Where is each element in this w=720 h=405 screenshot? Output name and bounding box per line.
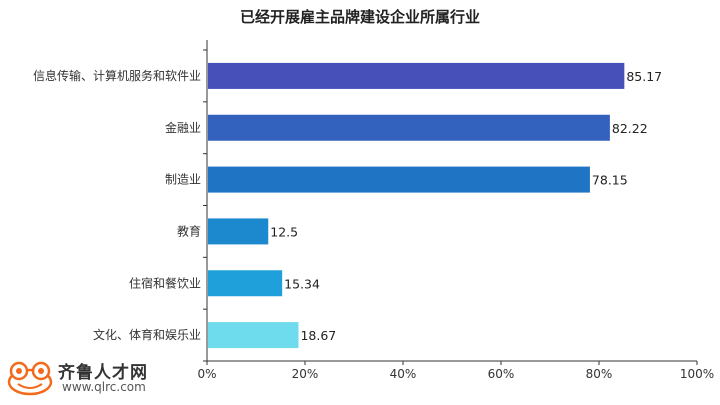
data-label: 78.15	[592, 173, 628, 188]
x-tick-label: 0%	[197, 367, 216, 381]
y-tick-label: 教育	[177, 223, 201, 238]
bar	[208, 114, 610, 141]
x-tick-label: 80%	[586, 367, 613, 381]
watermark-brand: 齐鲁人才网	[58, 363, 148, 383]
x-tick-label: 100%	[680, 367, 714, 381]
data-label: 85.17	[626, 69, 662, 84]
y-tick-label: 住宿和餐饮业	[129, 275, 201, 290]
y-tick-label: 金融业	[165, 120, 201, 135]
data-label: 15.34	[284, 276, 320, 291]
y-tick-label: 制造业	[165, 173, 201, 187]
x-tick-label: 40%	[390, 367, 417, 381]
bar	[208, 62, 625, 89]
x-tick-label: 60%	[488, 367, 515, 381]
y-tick-label: 文化、体育和娱乐业	[93, 327, 201, 342]
frog-logo-icon	[7, 361, 53, 396]
bar	[208, 166, 590, 193]
qlrc-logo: 齐鲁人才网 www.qlrc.com	[6, 358, 176, 398]
x-tick-label: 20%	[292, 367, 319, 381]
bar	[208, 270, 283, 297]
bar	[208, 218, 269, 245]
data-label: 12.5	[270, 224, 298, 239]
chart-title: 已经开展雇主品牌建设企业所属行业	[239, 8, 480, 26]
bar	[208, 322, 299, 349]
y-tick-label: 信息传输、计算机服务和软件业	[33, 68, 201, 83]
data-label: 18.67	[300, 328, 336, 343]
data-label: 82.22	[612, 121, 648, 136]
watermark-url: www.qlrc.com	[62, 380, 146, 394]
